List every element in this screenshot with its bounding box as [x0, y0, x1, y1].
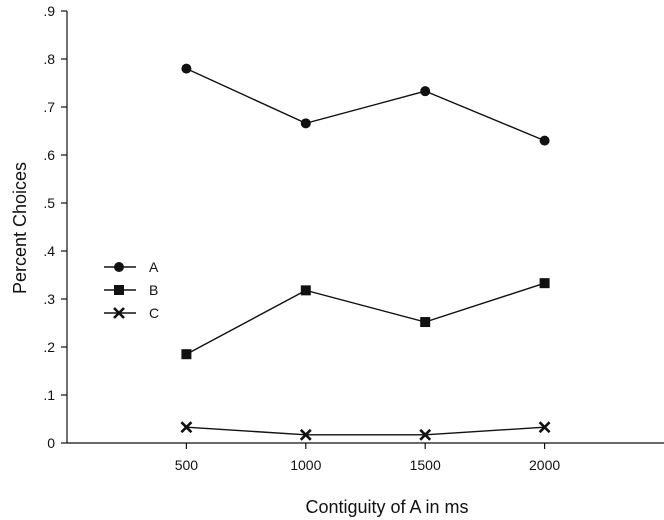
- series-c: [180, 421, 551, 441]
- series-a-point: [181, 63, 192, 74]
- series-b-line: [186, 282, 545, 355]
- y-axis-title: Percent Choices: [10, 162, 30, 294]
- series-layer: [180, 63, 551, 441]
- series-b-point: [300, 285, 311, 296]
- x-axis-ticks: 500 1000 1500 2000: [175, 443, 560, 473]
- series-a-point: [300, 118, 311, 129]
- series-b-point: [420, 317, 431, 328]
- series-a: [181, 63, 550, 146]
- x-tick-label: 2000: [529, 457, 560, 473]
- legend-item-b: B: [104, 282, 158, 298]
- legend: ABC: [104, 259, 159, 321]
- legend-label: B: [149, 282, 158, 298]
- axes: [66, 11, 664, 444]
- series-c-point: [299, 428, 312, 441]
- y-tick-label: .6: [43, 147, 55, 163]
- legend-item-c: C: [104, 305, 159, 321]
- legend-marker: [114, 262, 124, 272]
- y-tick-label: .8: [43, 51, 55, 67]
- y-tick-label: .9: [43, 3, 55, 19]
- series-a-point: [420, 86, 431, 97]
- x-axis-title: Contiguity of A in ms: [305, 497, 468, 517]
- series-b-point: [539, 278, 550, 289]
- legend-marker: [114, 285, 124, 295]
- x-tick-label: 500: [175, 457, 199, 473]
- y-tick-label: 0: [47, 435, 55, 451]
- y-tick-label: .4: [43, 243, 55, 259]
- y-tick-label: .3: [43, 291, 55, 307]
- y-tick-label: .5: [43, 195, 55, 211]
- series-c-point: [180, 421, 193, 434]
- series-a-line: [186, 67, 545, 142]
- legend-marker: [113, 307, 125, 319]
- legend-label: A: [149, 259, 159, 275]
- legend-label: C: [149, 305, 159, 321]
- legend-item-a: A: [104, 259, 159, 275]
- x-tick-label: 1000: [290, 457, 321, 473]
- series-c-point: [419, 428, 432, 441]
- y-axis-ticks: 0 .1 .2 .3 .4 .5 .6 .7 .8 .9: [43, 3, 67, 451]
- series-c-point: [538, 421, 551, 434]
- x-tick-label: 1500: [410, 457, 441, 473]
- series-a-point: [539, 135, 550, 146]
- series-b: [181, 278, 550, 360]
- series-b-point: [181, 349, 192, 360]
- y-tick-label: .7: [43, 99, 55, 115]
- series-c-line: [186, 426, 545, 436]
- y-tick-label: .1: [43, 387, 55, 403]
- y-tick-label: .2: [43, 339, 55, 355]
